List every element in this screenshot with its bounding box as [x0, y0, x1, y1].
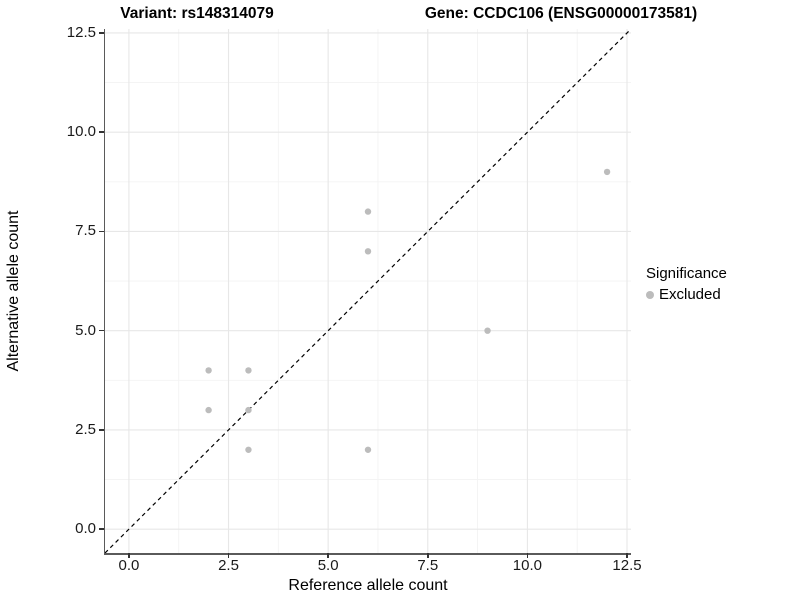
y-tick-mark	[99, 329, 104, 332]
x-tick-label: 2.5	[218, 557, 239, 574]
y-tick-label: 12.5	[66, 23, 96, 41]
y-tick-mark	[99, 528, 104, 530]
data-point	[245, 406, 252, 414]
x-tick-label: 5.0	[317, 557, 339, 574]
x-tick-label: 0.0	[118, 557, 140, 574]
x-tick-label: 7.5	[417, 557, 439, 574]
x-tick-mark	[227, 553, 230, 558]
data-point	[484, 327, 491, 334]
data-point	[364, 208, 372, 215]
x-axis-line	[103, 553, 631, 555]
y-tick-label: 5.0	[75, 321, 96, 339]
y-tick-mark	[99, 429, 104, 431]
y-tick-label: 10.0	[66, 123, 96, 141]
data-point	[205, 406, 212, 414]
x-axis-title: Reference allele count	[288, 577, 448, 594]
y-tick-label: 0.0	[75, 520, 96, 538]
legend-entry-label: Excluded	[659, 286, 721, 303]
y-tick-label: 2.5	[75, 420, 96, 438]
x-tick-label: 12.5	[612, 557, 642, 574]
plot-layer	[105, 29, 631, 553]
data-point	[245, 367, 252, 374]
identity-reference-line	[105, 29, 631, 553]
plot-title-variant: Variant: rs148314079	[120, 5, 274, 22]
y-tick-label: 7.5	[75, 222, 96, 240]
legend-entry-excluded: Excluded	[646, 286, 727, 303]
y-axis-line	[103, 29, 105, 555]
x-tick-label: 10.0	[512, 557, 542, 574]
y-axis-title: Alternative allele count	[5, 210, 22, 372]
data-point	[603, 168, 611, 176]
y-tick-mark	[99, 230, 104, 233]
x-tick-mark	[327, 553, 329, 558]
legend: Significance Excluded	[646, 265, 727, 303]
plot-panel	[105, 29, 631, 553]
legend-title: Significance	[646, 265, 727, 282]
y-tick-mark	[99, 32, 104, 34]
y-tick-mark	[99, 131, 104, 133]
legend-point-icon	[646, 290, 654, 299]
data-point	[245, 446, 252, 453]
data-point	[364, 446, 372, 453]
x-tick-mark	[427, 553, 429, 558]
x-tick-mark	[526, 553, 529, 558]
x-tick-mark	[626, 553, 628, 558]
x-tick-mark	[128, 553, 130, 558]
data-point	[364, 248, 372, 255]
data-point	[205, 367, 212, 374]
plot-title-gene: Gene: CCDC106 (ENSG00000173581)	[424, 5, 698, 22]
